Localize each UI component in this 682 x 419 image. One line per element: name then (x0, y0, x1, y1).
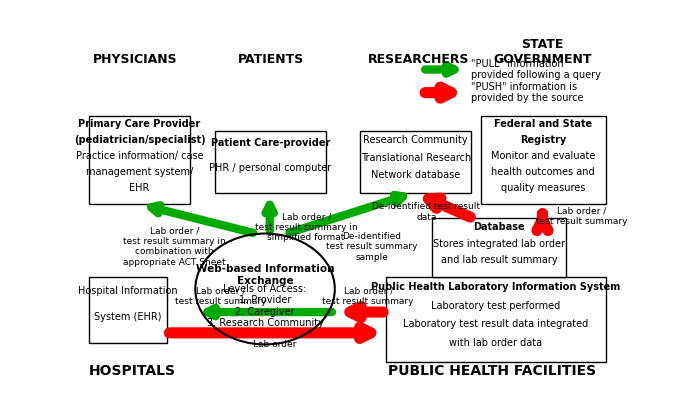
Text: management system/: management system/ (86, 167, 193, 177)
Text: Database: Database (473, 222, 525, 232)
Text: Laboratory test result data integrated: Laboratory test result data integrated (403, 319, 589, 329)
Bar (89, 116, 190, 204)
Ellipse shape (195, 233, 335, 344)
Text: PHR / personal computer: PHR / personal computer (209, 163, 331, 173)
Bar (432, 218, 566, 277)
Text: Stores integrated lab order: Stores integrated lab order (433, 238, 565, 248)
Bar (386, 277, 606, 362)
Bar (481, 116, 606, 204)
Text: Practice information/ case: Practice information/ case (76, 151, 203, 161)
Text: health outcomes and: health outcomes and (492, 167, 595, 177)
Text: PUBLIC HEALTH FACILITIES: PUBLIC HEALTH FACILITIES (387, 365, 595, 378)
Text: De-identified
test result summary
sample: De-identified test result summary sample (326, 232, 418, 261)
Text: (pediatrician/specialist): (pediatrician/specialist) (74, 135, 205, 145)
Bar (360, 131, 471, 193)
Bar (216, 131, 325, 193)
Bar (89, 277, 166, 343)
Text: Lab order /
test result summary: Lab order / test result summary (535, 206, 627, 225)
Text: PATIENTS: PATIENTS (238, 53, 304, 66)
Text: Hospital Information: Hospital Information (78, 285, 178, 295)
Text: Network database: Network database (371, 170, 460, 180)
Text: and lab result summary: and lab result summary (441, 256, 557, 266)
Text: Lab order /
test result summary: Lab order / test result summary (175, 287, 267, 306)
Text: "PULL" information
provided following a query: "PULL" information provided following a … (471, 59, 601, 80)
Text: Lab order /
test result summary in
simplified format: Lab order / test result summary in simpl… (255, 212, 357, 242)
Text: Translational Research: Translational Research (361, 153, 471, 163)
Text: Federal and State: Federal and State (494, 119, 593, 129)
Text: STATE
GOVERNMENT: STATE GOVERNMENT (493, 38, 592, 66)
Text: Lab order /
test result summary: Lab order / test result summary (323, 287, 414, 306)
Text: PHYSICIANS: PHYSICIANS (93, 53, 178, 66)
Text: RESEARCHERS: RESEARCHERS (368, 53, 469, 66)
Text: Patient Care-provider: Patient Care-provider (211, 138, 330, 148)
Text: Levels of Access:
1. Provider
2. Caregiver
3. Research Community: Levels of Access: 1. Provider 2. Caregiv… (207, 284, 323, 328)
Text: HOSPITALS: HOSPITALS (89, 365, 176, 378)
Text: De-identified test result
data: De-identified test result data (372, 202, 480, 222)
Text: Monitor and evaluate: Monitor and evaluate (491, 151, 595, 161)
Text: Lab order: Lab order (254, 340, 297, 349)
Text: with lab order data: with lab order data (449, 338, 543, 348)
Text: quality measures: quality measures (501, 183, 585, 193)
Text: Primary Care Provider: Primary Care Provider (78, 119, 201, 129)
Text: Laboratory test performed: Laboratory test performed (432, 301, 561, 310)
Text: "PUSH" information is
provided by the source: "PUSH" information is provided by the so… (471, 82, 584, 103)
Text: Public Health Laboratory Information System: Public Health Laboratory Information Sys… (372, 282, 621, 292)
Text: Lab order /
test result summary in
combination with
appropriate ACT Sheet: Lab order / test result summary in combi… (123, 227, 226, 267)
Text: System (EHR): System (EHR) (94, 312, 162, 322)
Text: Research Community: Research Community (364, 135, 468, 145)
Text: Web-based Information
Exchange: Web-based Information Exchange (196, 264, 334, 286)
Text: EHR: EHR (130, 183, 149, 193)
Text: Registry: Registry (520, 135, 566, 145)
